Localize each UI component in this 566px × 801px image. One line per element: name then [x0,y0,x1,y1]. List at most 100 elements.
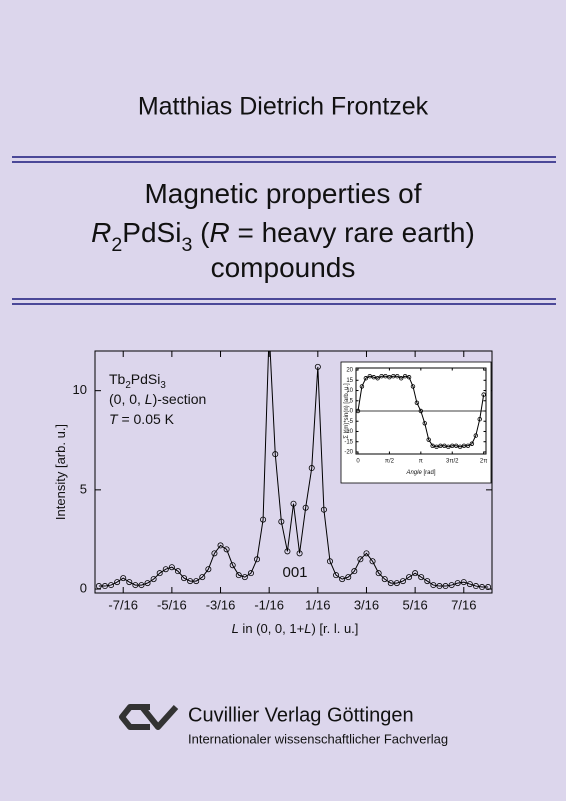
data-point [375,376,380,381]
data-point [254,556,261,563]
x-axis-label: Angle [rad] [405,470,435,476]
x-tick-label: 5/16 [402,597,427,612]
publisher-name: Cuvillier Verlag Göttingen [188,704,414,726]
data-point [446,444,451,450]
data-point [410,384,416,389]
plot-frame [94,350,493,594]
data-point [223,546,230,553]
text-segment: T [109,411,119,427]
data-point [472,583,479,590]
data-point [375,570,382,577]
publisher-logo [119,704,179,730]
annotation: T = 0.05 K [109,411,175,427]
data-point [199,574,206,581]
chart-panel: 0 5 10 -7/16 -5/16 -3/16 -1/16 1/16 3/16 5/16 7/16… [53,350,493,636]
data-point [290,500,297,507]
data-point [351,568,358,575]
data-point [381,576,388,583]
data-point [150,576,157,583]
data-point [205,566,212,573]
data-point [442,443,447,449]
data-point [333,572,340,579]
text-segment: Angle [405,470,422,476]
x-tick-label: -1/16 [254,597,284,612]
data-point [412,570,419,577]
x-tick-label: π/2 [385,459,395,465]
charts: 0 5 10 -7/16 -5/16 -3/16 -1/16 1/16 3/16 5/16 7/16… [53,350,493,636]
y-tick-label: -20 [344,450,353,456]
data-point [132,582,139,589]
text-segment: R [209,217,229,248]
data-point [326,558,333,565]
y-tick-label: 20 [346,368,353,374]
data-point [187,578,194,585]
rule-bottom [12,298,556,305]
data-point [418,574,425,581]
data-point [211,550,218,557]
data-point [406,375,412,380]
data-point [302,504,309,511]
data-point [424,578,431,585]
data-point [156,570,163,577]
author: Matthias Dietrich Frontzek [138,93,429,121]
data-point [387,580,394,587]
chart-panel: -20 -15 -10 -5 0 5 10 15 20 0 π/2 π 3π/2 2π Σ I(m)*sin… [340,361,492,484]
data-point [229,562,236,569]
data-point [356,408,361,414]
data-point [114,579,121,586]
data-point [217,542,224,549]
x-tick-label: 3π/2 [446,459,459,465]
data-point [359,384,365,389]
data-point [181,575,188,582]
text-segment: Magnetic properties of [144,178,421,209]
y-tick-label: 15 [346,378,353,384]
text-segment: L [304,621,311,636]
data-point [477,416,482,422]
data-point [363,550,370,557]
data-point [426,437,431,442]
data-point [430,582,437,589]
data-point [138,582,145,589]
inset-frame [340,361,492,484]
data-point [296,550,303,557]
text-segment: 3 [160,380,166,391]
data-point [369,558,376,565]
y-axis-label: Σ I(m)*sin(n) [arb. u.] [344,383,350,439]
data-point [434,444,439,450]
text-segment: L [232,621,239,636]
text-segment: ( [192,217,210,248]
x-tick-label: π [419,459,423,465]
data-point [399,376,404,381]
data-point [430,443,435,449]
text-segment: Tb [109,371,126,387]
text-segment: Σ I(m)*sin(n) [arb. u.] [344,383,350,439]
x-tick-label: 0 [356,459,360,465]
data-point [393,580,400,587]
series [95,351,492,591]
text-segment: 3 [181,234,192,256]
data-point [162,566,169,573]
data-point [395,373,400,379]
title-line: R2PdSi3 (R = heavy rare earth) [91,217,475,256]
data-point [120,575,127,582]
text-segment: [rad] [422,470,436,476]
y-tick-label: 10 [346,388,353,394]
y-tick-label: 10 [73,382,87,397]
text-segment: = 0.05 K [118,411,175,427]
data-point [247,570,254,577]
data-point [174,568,181,575]
data-point [406,574,413,581]
text-segment: Intensity [arb. u.] [53,424,68,520]
series [356,373,486,450]
data-point [453,443,459,449]
x-tick-label: -3/16 [206,597,236,612]
x-tick-label: -5/16 [157,597,187,612]
x-tick-label: 1/16 [305,597,330,612]
data-point [436,583,443,590]
data-point [473,433,478,438]
data-point [144,580,151,587]
x-axis-label: L in (0, 0, 1+L) [r. l. u.] [232,621,359,636]
data-point [235,572,242,579]
data-point [241,574,248,581]
